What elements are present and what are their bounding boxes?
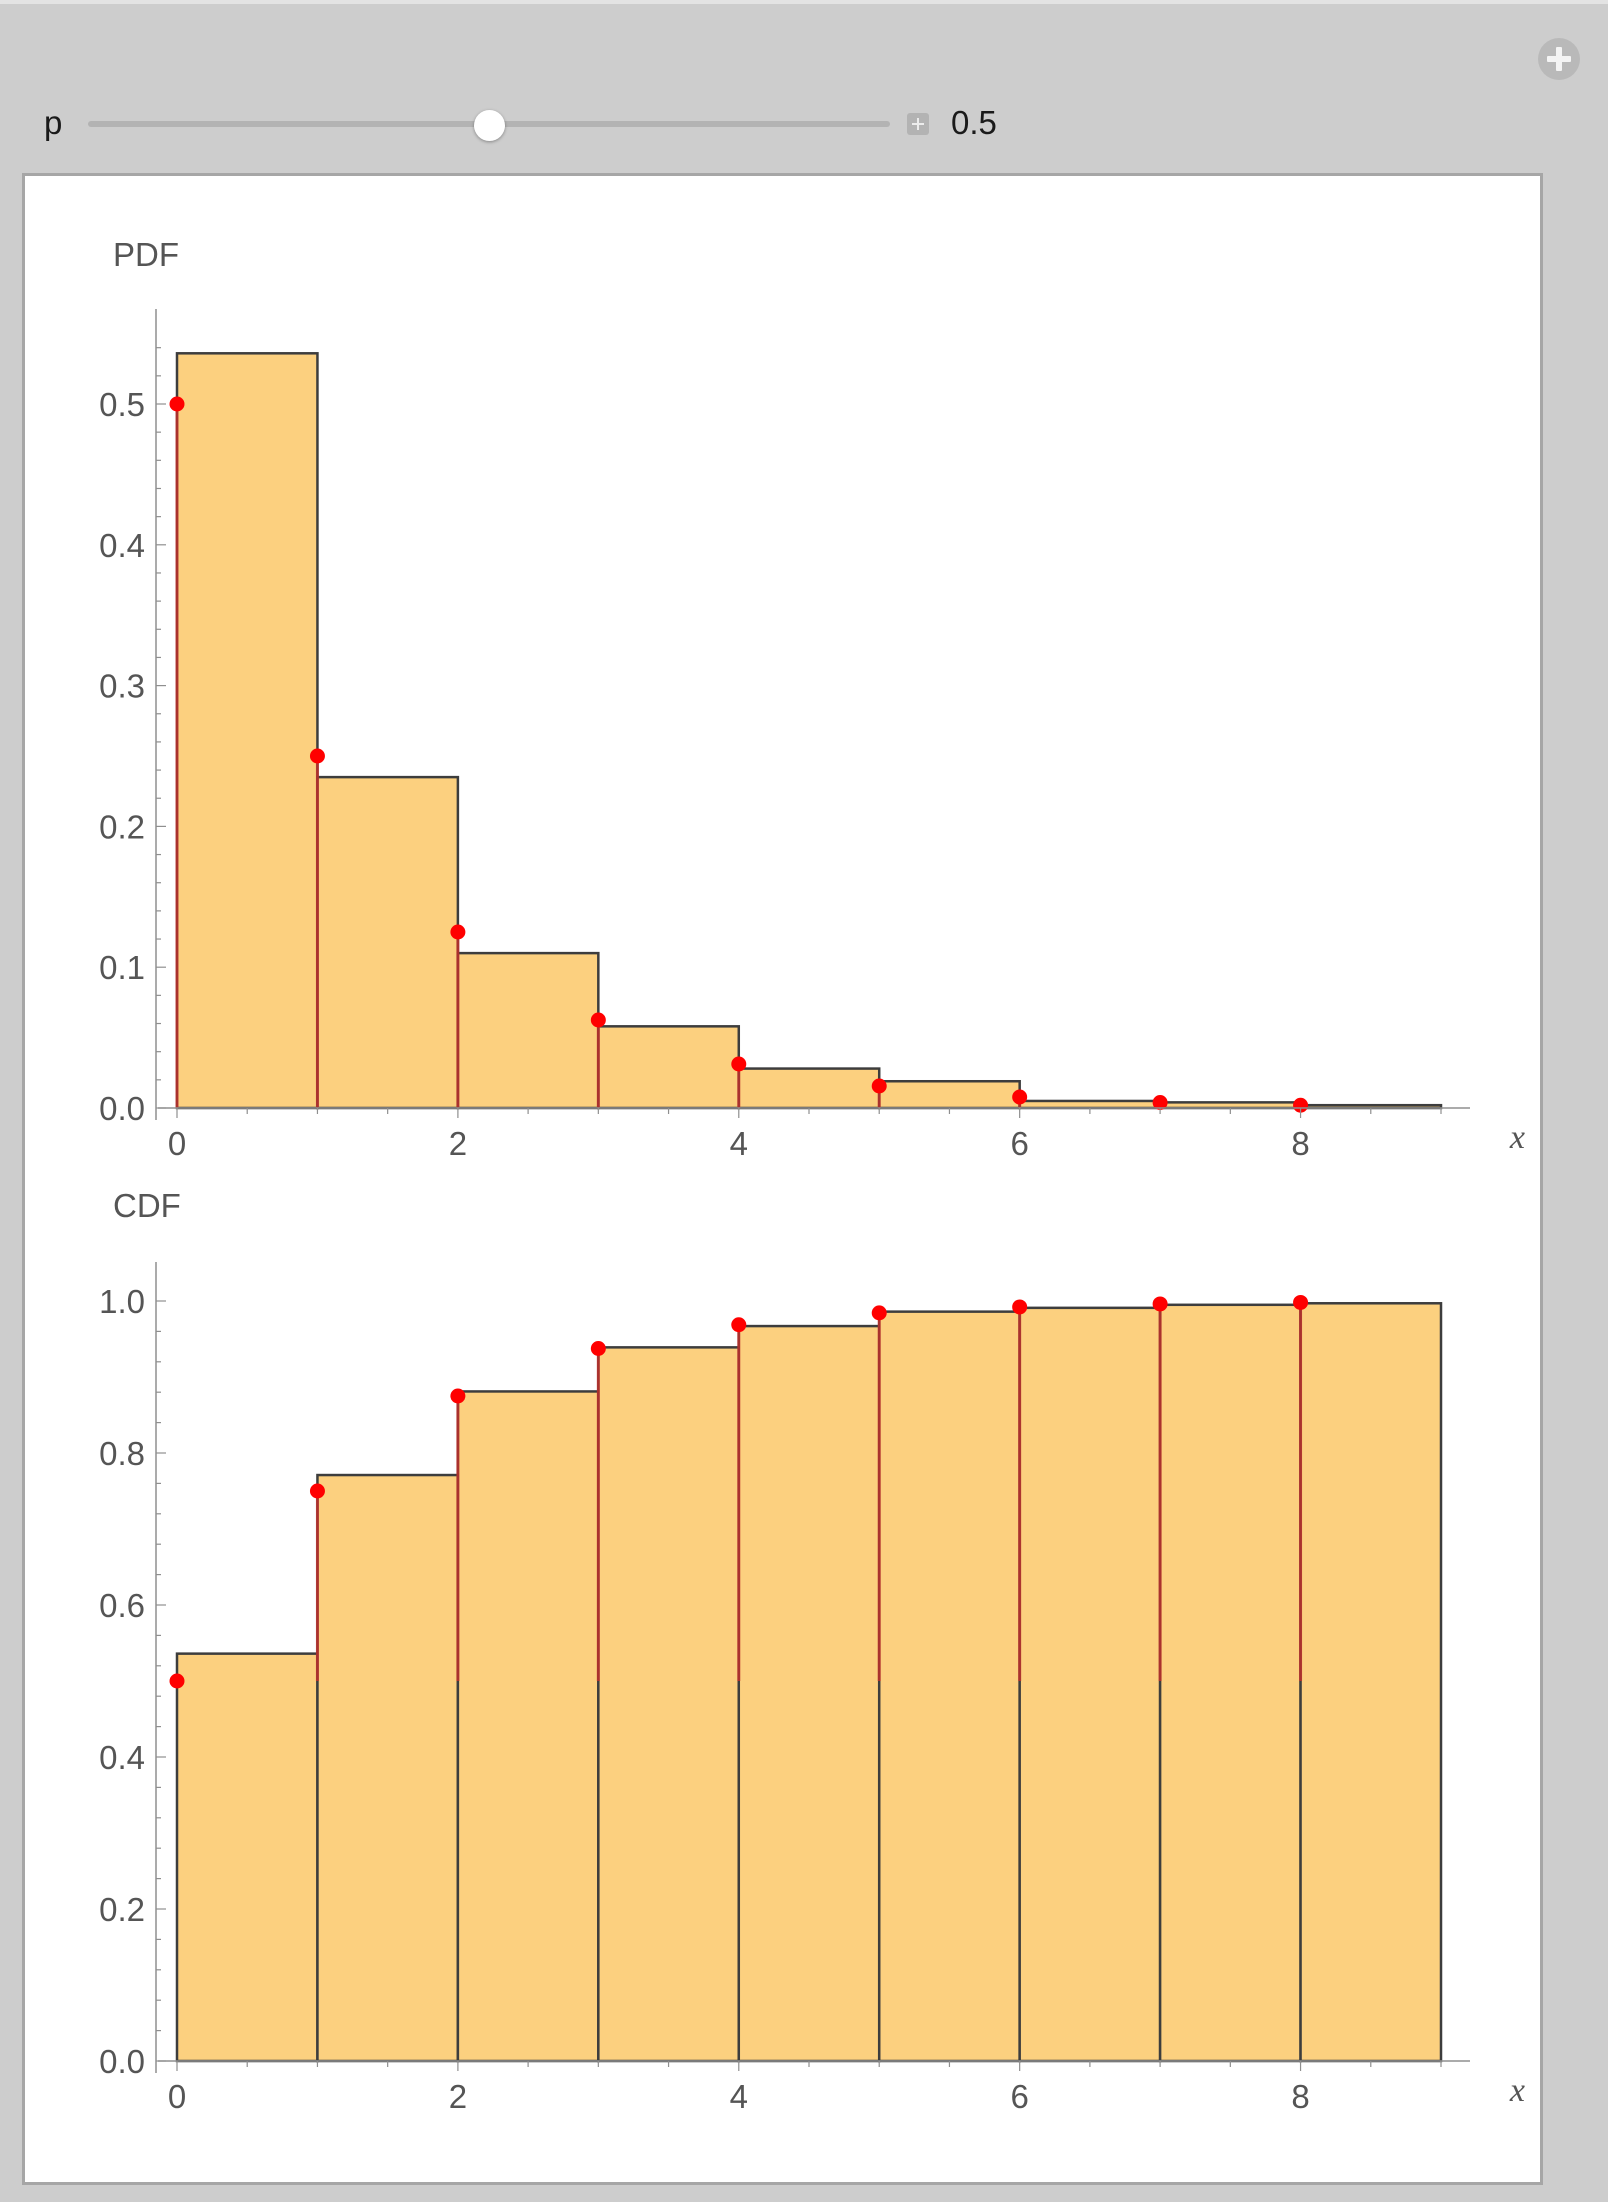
x-tick-label: 8 bbox=[1291, 1125, 1309, 1162]
data-point bbox=[309, 748, 325, 764]
x-tick-label: 6 bbox=[1010, 2078, 1028, 2115]
bar bbox=[597, 1025, 741, 1110]
x-axis-label: x bbox=[1509, 2072, 1525, 2109]
bar bbox=[1018, 1099, 1162, 1110]
y-tick-label: 0.4 bbox=[99, 1739, 145, 1776]
y-tick-label: 0.8 bbox=[99, 1435, 145, 1472]
x-tick-label: 4 bbox=[730, 2078, 748, 2115]
parameter-label: p bbox=[44, 104, 63, 141]
data-point bbox=[1012, 1089, 1028, 1105]
y-tick-label: 0.0 bbox=[99, 2043, 145, 2080]
bar bbox=[456, 1390, 600, 2063]
slider-expand-button[interactable] bbox=[907, 113, 929, 135]
y-tick-label: 0.1 bbox=[99, 949, 145, 986]
bar bbox=[1158, 1101, 1302, 1110]
bar bbox=[316, 1473, 460, 2063]
data-point bbox=[450, 924, 466, 940]
y-tick-label: 0.2 bbox=[99, 808, 145, 845]
bar bbox=[1299, 1302, 1443, 2063]
parameter-value: 0.5 bbox=[951, 104, 997, 141]
chart-pdf: PDF 0 2 4 6 8 x 0.0 0.1 0.2 0.3 0.4 0.5 bbox=[99, 236, 1525, 1162]
bar bbox=[175, 1652, 319, 2063]
window-top-edge bbox=[0, 0, 1608, 4]
bar bbox=[175, 352, 319, 1110]
bar bbox=[877, 1310, 1021, 2063]
data-point bbox=[169, 1673, 185, 1689]
bar bbox=[597, 1346, 741, 2063]
y-tick-label: 0.2 bbox=[99, 1891, 145, 1928]
bar bbox=[737, 1324, 881, 2063]
chart-cdf: CDF 0 2 4 6 8 x 0.0 0.2 0.4 0.6 0.8 1.0 bbox=[99, 1187, 1525, 2115]
data-point bbox=[1293, 1294, 1309, 1310]
x-tick-label: 4 bbox=[730, 1125, 748, 1162]
y-tick-label: 0.3 bbox=[99, 668, 145, 705]
data-point bbox=[590, 1012, 606, 1028]
options-button[interactable] bbox=[1538, 38, 1580, 80]
slider-thumb[interactable] bbox=[474, 110, 505, 141]
bar bbox=[877, 1079, 1021, 1110]
parameter-slider[interactable] bbox=[88, 110, 890, 141]
bar bbox=[456, 951, 600, 1110]
data-point bbox=[871, 1078, 887, 1094]
data-point bbox=[731, 1056, 747, 1072]
y-tick-label: 1.0 bbox=[99, 1283, 145, 1320]
data-point bbox=[309, 1483, 325, 1499]
chart-title: CDF bbox=[113, 1187, 181, 1224]
x-tick-label: 2 bbox=[449, 1125, 467, 1162]
data-point bbox=[1152, 1095, 1168, 1110]
x-tick-label: 0 bbox=[168, 1125, 186, 1162]
data-point bbox=[450, 1388, 466, 1404]
data-point bbox=[1012, 1299, 1028, 1315]
x-tick-label: 2 bbox=[449, 2078, 467, 2115]
data-point bbox=[731, 1317, 747, 1333]
bar bbox=[1018, 1306, 1162, 2063]
x-axis-label: x bbox=[1509, 1119, 1525, 1156]
bar bbox=[316, 775, 460, 1110]
data-point bbox=[590, 1341, 606, 1356]
data-point bbox=[871, 1305, 887, 1321]
data-point bbox=[169, 396, 185, 412]
x-tick-label: 0 bbox=[168, 2078, 186, 2115]
bar bbox=[1158, 1303, 1302, 2063]
x-tick-label: 8 bbox=[1291, 2078, 1309, 2115]
x-tick-label: 6 bbox=[1010, 1125, 1028, 1162]
y-tick-label: 0.4 bbox=[99, 527, 145, 564]
bar bbox=[737, 1067, 881, 1110]
plots-area: PDF 0 2 4 6 8 x 0.0 0.1 0.2 0.3 0.4 0.5 CDF 0 2 4 6 8 x 0.0 0… bbox=[99, 236, 1525, 2115]
output-panel: PDF 0 2 4 6 8 x 0.0 0.1 0.2 0.3 0.4 0.5 CDF 0 2 4 6 8 x 0.0 0… bbox=[22, 173, 1543, 2185]
data-point bbox=[1293, 1097, 1309, 1113]
y-tick-label: 0.0 bbox=[99, 1090, 145, 1127]
y-tick-label: 0.6 bbox=[99, 1587, 145, 1624]
data-point bbox=[1152, 1296, 1168, 1312]
chart-title: PDF bbox=[113, 236, 179, 273]
y-tick-label: 0.5 bbox=[99, 386, 145, 423]
